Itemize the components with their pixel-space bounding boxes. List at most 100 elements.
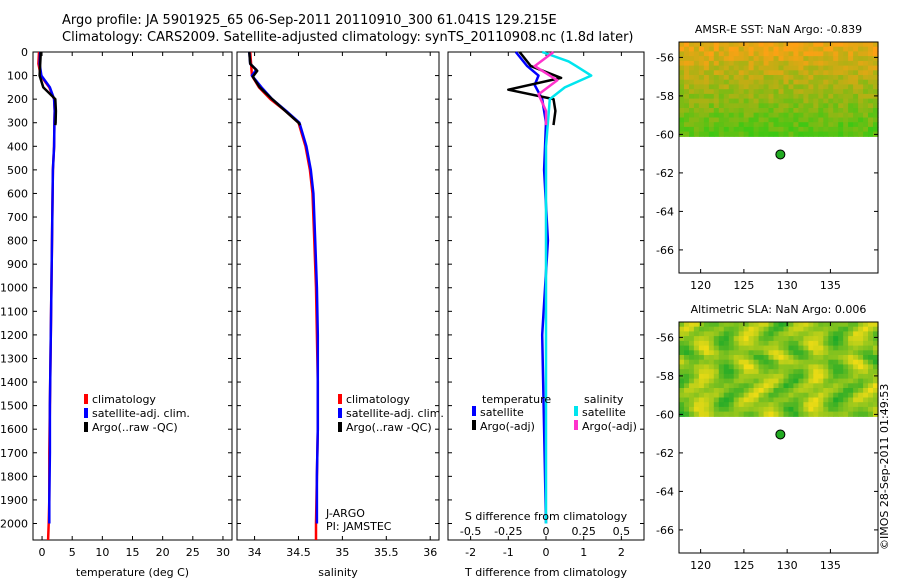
- map-cell: [698, 65, 705, 71]
- map-cell: [863, 345, 869, 351]
- map-cell: [763, 79, 770, 85]
- map-cell: [798, 122, 804, 128]
- map-cell: [773, 369, 780, 375]
- map-cell: [713, 402, 720, 408]
- map-cell: [793, 336, 799, 342]
- map-cell: [763, 340, 770, 347]
- map-cell: [788, 378, 795, 384]
- map-cell: [763, 378, 770, 384]
- map-cell: [773, 126, 780, 133]
- map-cell: [818, 373, 824, 380]
- map-cell: [684, 336, 690, 342]
- map-cell: [773, 392, 780, 398]
- map-cell: [753, 112, 760, 118]
- map-cell: [818, 98, 824, 104]
- map-cell: [828, 383, 834, 389]
- map-cell: [723, 108, 730, 114]
- map-cell: [743, 56, 750, 62]
- map-cell: [693, 345, 700, 351]
- map-cell: [813, 108, 819, 114]
- map-cell: [808, 65, 814, 71]
- map-cell: [868, 350, 874, 356]
- map-cell: [788, 388, 795, 394]
- map-cell: [684, 406, 690, 413]
- map-cell: [858, 345, 864, 351]
- map-cell: [843, 98, 849, 104]
- map-cell: [783, 383, 790, 389]
- map-cell: [833, 359, 839, 365]
- map-cell: [718, 93, 725, 100]
- map-cell: [848, 336, 854, 342]
- map-cell: [858, 326, 864, 332]
- map-cell: [843, 56, 849, 62]
- map-cell: [713, 322, 720, 328]
- map-cell: [813, 79, 819, 85]
- map-cell: [793, 355, 799, 361]
- map-cell: [758, 326, 765, 332]
- map-cell: [738, 65, 745, 71]
- map-cell: [783, 117, 790, 123]
- map-cell: [718, 392, 725, 398]
- map-cell: [763, 126, 770, 133]
- map-cell: [689, 340, 695, 347]
- map-cell: [758, 117, 765, 123]
- map-cell: [823, 122, 829, 128]
- map-cell: [723, 359, 730, 365]
- map-cell: [738, 75, 745, 81]
- map-cell: [838, 65, 844, 71]
- map-cell: [828, 70, 834, 76]
- map-cell: [803, 60, 809, 67]
- map-cell: [843, 388, 849, 394]
- map-cell: [708, 60, 715, 67]
- map-cell: [868, 369, 874, 375]
- map-cell: [703, 336, 710, 342]
- map-cell: [798, 46, 804, 52]
- map-cell: [783, 336, 790, 342]
- map-cell: [768, 388, 775, 394]
- map-cell: [873, 103, 879, 109]
- map-cell: [713, 75, 720, 81]
- map-cell: [793, 112, 799, 118]
- map-cell: [733, 103, 740, 109]
- map-cell: [853, 126, 859, 133]
- map-cell: [873, 406, 879, 413]
- map-cell: [868, 392, 874, 398]
- map-cell: [838, 103, 844, 109]
- map-cell: [828, 388, 834, 394]
- map-cell: [828, 392, 834, 398]
- map-cell: [689, 108, 695, 114]
- map-cell: [693, 359, 700, 365]
- map-cell: [833, 103, 839, 109]
- map-cell: [728, 89, 735, 95]
- map-cell: [713, 364, 720, 370]
- map-cell: [813, 326, 819, 332]
- map-cell: [728, 392, 735, 398]
- map-cell: [818, 336, 824, 342]
- map-cell: [843, 122, 849, 128]
- map-cell: [833, 56, 839, 62]
- map-cell: [868, 70, 874, 76]
- map-cell: [793, 345, 799, 351]
- map-cell: [828, 75, 834, 81]
- map-cell: [828, 98, 834, 104]
- ytick-label: 500: [7, 164, 28, 177]
- map-cell: [793, 331, 799, 337]
- map-cell: [758, 336, 765, 342]
- map-cell: [748, 108, 755, 114]
- series-line-satellite-adj-clim-: [38, 51, 56, 524]
- map-cell: [728, 331, 735, 337]
- map-cell: [783, 46, 790, 52]
- map-cell: [703, 51, 710, 57]
- map-cell: [808, 350, 814, 356]
- map-cell: [803, 112, 809, 118]
- map-cell: [828, 103, 834, 109]
- map-cell: [823, 340, 829, 347]
- map-cell: [733, 406, 740, 413]
- map-cell: [748, 340, 755, 347]
- map-cell: [853, 383, 859, 389]
- map-cell: [748, 75, 755, 81]
- map-cell: [723, 89, 730, 95]
- map-cell: [778, 98, 785, 104]
- map-cell: [818, 322, 824, 328]
- map-cell: [738, 383, 745, 389]
